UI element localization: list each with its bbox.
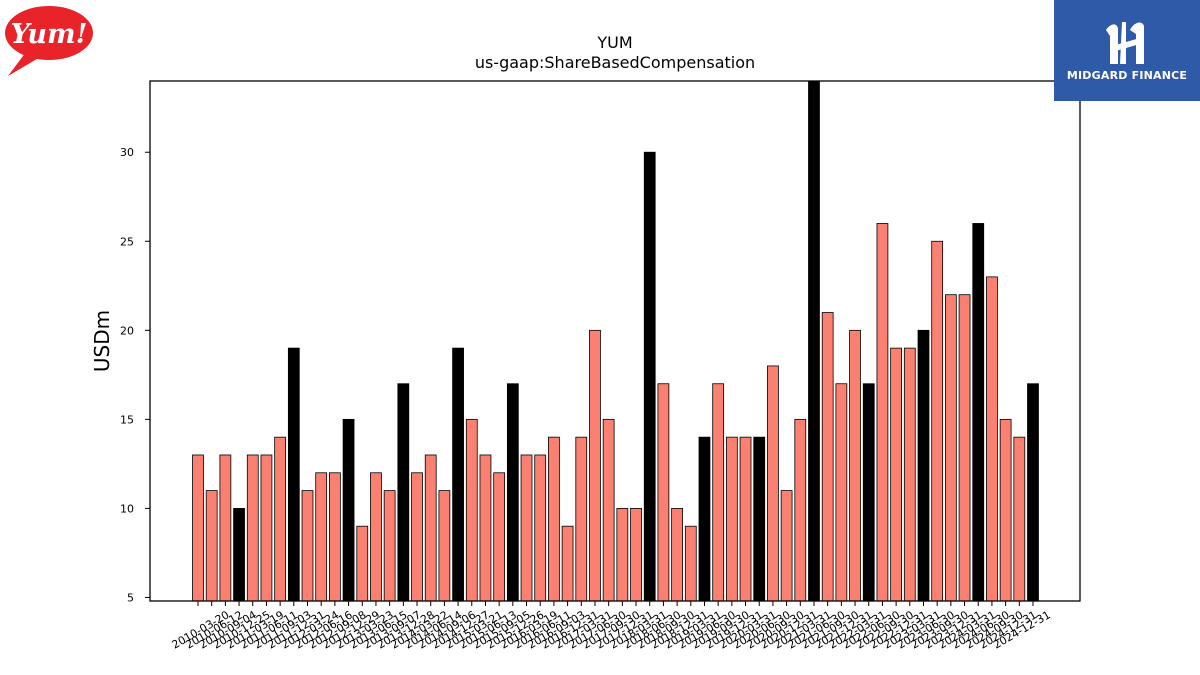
bar (876, 223, 889, 602)
bar (233, 507, 245, 602)
bar (438, 490, 451, 602)
bar (589, 329, 601, 602)
bar (616, 507, 629, 602)
plot-frame (149, 80, 1081, 602)
bar (397, 383, 410, 602)
x-axis: 2010-03-202010-06-122010-09-042010-12-25… (170, 601, 1053, 652)
bar (972, 223, 985, 602)
bar (370, 472, 382, 602)
bar (671, 507, 683, 602)
bar (999, 418, 1012, 602)
y-axis: 5 10 15 20 25 30 (120, 146, 150, 604)
bar (767, 365, 779, 602)
bar (712, 383, 725, 602)
bar (561, 525, 574, 602)
midgard-finance-text: MIDGARD FINANCE (1066, 69, 1188, 82)
y-tick-label: 15 (120, 413, 134, 426)
bar (356, 525, 369, 602)
y-tick-label: 25 (120, 235, 134, 248)
bar (794, 418, 807, 602)
chart-subtitle: us-gaap:ShareBasedCompensation (474, 53, 756, 72)
bar (411, 472, 423, 602)
bar (903, 347, 916, 602)
bar (205, 490, 218, 602)
bar (315, 472, 328, 602)
midgard-finance-logo: MIDGARD FINANCE (1054, 0, 1200, 101)
bar (684, 525, 697, 602)
bar (274, 436, 287, 602)
y-tick-label: 20 (120, 324, 134, 337)
bar (917, 329, 930, 602)
bar (548, 436, 560, 602)
bar (931, 240, 944, 602)
bar (890, 347, 902, 602)
bar (383, 490, 396, 602)
chart-title: YUM (597, 33, 633, 52)
yum-logo-text: Yum! (11, 19, 88, 50)
bar (479, 454, 492, 602)
bar (780, 490, 793, 602)
bar (1027, 383, 1039, 602)
y-tick-label: 5 (127, 591, 134, 604)
bar (534, 454, 547, 602)
bar (958, 294, 971, 602)
bar (602, 418, 615, 602)
bar (506, 383, 519, 602)
bar (287, 347, 300, 602)
bar (849, 329, 861, 602)
bar (424, 454, 437, 602)
bar (575, 436, 588, 602)
bar (192, 454, 204, 602)
bar (520, 454, 533, 602)
bar (944, 294, 957, 602)
bar (643, 151, 656, 602)
yum-logo: Yum! (4, 4, 96, 82)
bar (821, 312, 834, 602)
bar (452, 347, 464, 602)
bar (753, 436, 766, 602)
bar (342, 418, 355, 602)
bar (698, 436, 711, 602)
bar (630, 507, 642, 602)
bar (493, 472, 506, 602)
bars-group (192, 80, 1039, 602)
bar (260, 454, 273, 602)
midgard-mark-icon (1106, 22, 1144, 64)
bar (219, 454, 232, 602)
bar (246, 454, 259, 602)
bar (835, 383, 848, 602)
bar (465, 418, 478, 602)
bar (986, 276, 998, 602)
bar (739, 436, 752, 602)
bar (657, 383, 670, 602)
bar (862, 383, 875, 602)
bar (808, 80, 820, 602)
y-tick-label: 10 (120, 502, 134, 515)
y-axis-label: USDm (90, 310, 114, 372)
bar (725, 436, 738, 602)
y-tick-label: 30 (120, 146, 134, 159)
bar (329, 472, 341, 602)
bar (1013, 436, 1026, 602)
bar (301, 490, 314, 602)
